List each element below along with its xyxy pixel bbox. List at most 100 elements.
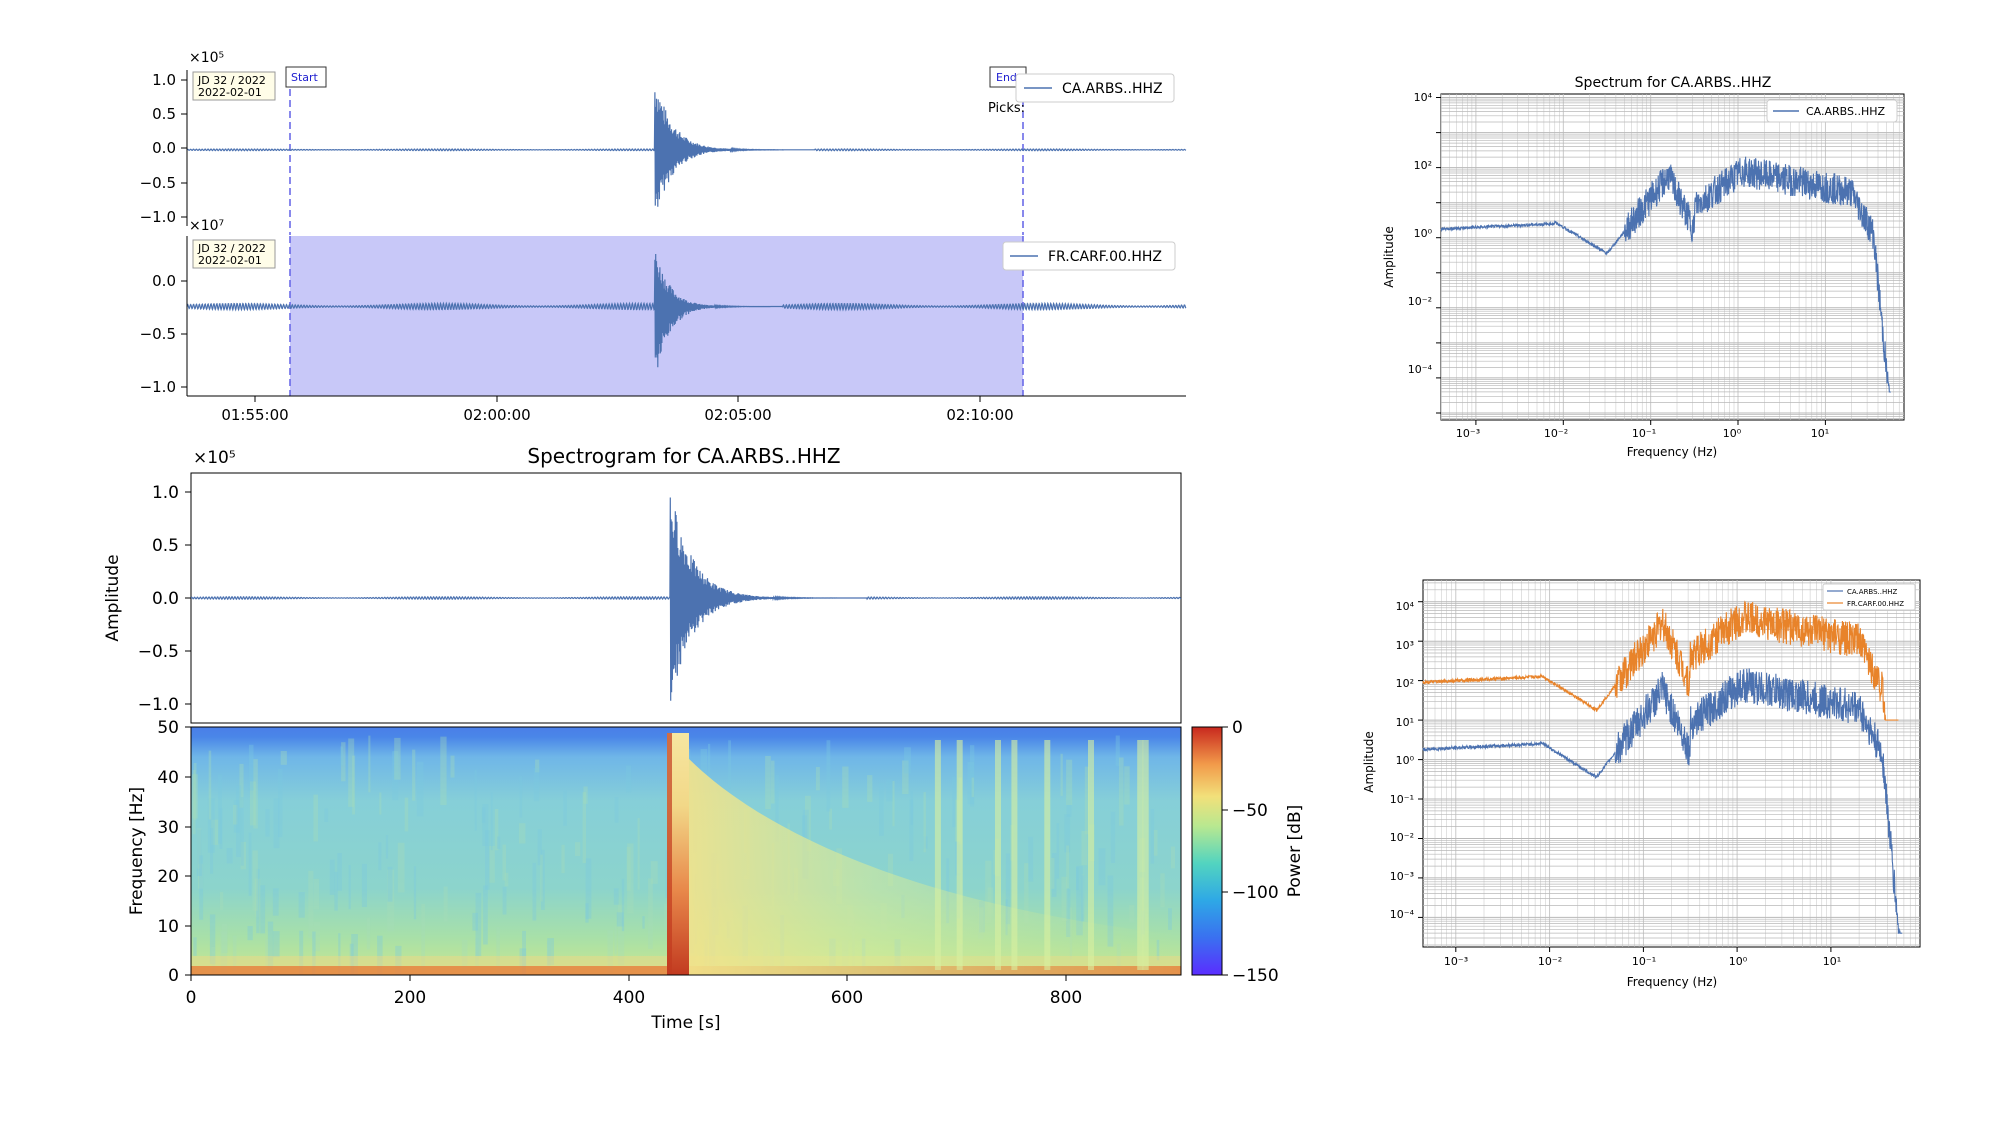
spectrogram-speckle — [504, 872, 509, 887]
ytick-label: 40 — [157, 768, 179, 788]
spectrogram-speckle — [1098, 848, 1106, 886]
waveform-ca-yticks: 1.0 0.5 0.0 −0.5 −1.0 — [140, 71, 187, 226]
spectrogram-speckle — [614, 797, 619, 823]
spectrum-single-ylabel: Amplitude — [1382, 226, 1396, 288]
spectrogram-speckle — [219, 891, 224, 910]
colorbar: 0 −50 −100 −150 Power [dB] — [1191, 718, 1305, 986]
spectrogram-speckle — [378, 842, 382, 871]
waveform-ca-legend: CA.ARBS..HHZ — [1015, 73, 1175, 103]
ytick-label: 10⁻³ — [1390, 870, 1414, 883]
spectrum-title: Spectrum for CA.ARBS..HHZ — [1575, 75, 1772, 91]
spectrogram-bright-band — [995, 740, 1001, 970]
spectrum-single-yticks: 10⁴ 10² 10⁰ 10⁻² 10⁻⁴ — [1408, 91, 1433, 376]
spectrum-single-panel: Spectrum for CA.ARBS..HHZ 10⁻³ 10⁻² 10⁻¹… — [1382, 75, 1905, 459]
spectrogram-speckle — [867, 775, 873, 802]
spectrogram-speckle — [440, 736, 447, 806]
spectrogram-speckle — [387, 866, 393, 902]
spectrogram-speckle — [366, 917, 371, 950]
spectrogram-speckle — [361, 863, 367, 907]
picks-label: Picks: — [988, 101, 1025, 116]
spectrogram-speckle — [563, 790, 567, 826]
spectrogram-speckle — [226, 848, 233, 864]
spectrogram-speckle — [247, 926, 253, 941]
ytick-label: 10⁻⁴ — [1408, 363, 1433, 376]
spectrum-compare-xlabel: Frequency (Hz) — [1627, 975, 1718, 989]
spectrogram-speckle — [329, 859, 335, 895]
spectrogram-speckle — [192, 770, 196, 835]
colorbar-tick-label: −150 — [1232, 966, 1279, 986]
spectrogram-speckle — [240, 797, 244, 866]
colorbar-tick-label: −50 — [1232, 801, 1268, 821]
spectrogram-event-onset — [667, 733, 689, 975]
spectrogram-speckle — [1024, 863, 1029, 923]
spectrogram-speckle — [1150, 808, 1155, 864]
spectrogram-speckle — [540, 854, 543, 902]
spectrogram-speckle — [805, 795, 811, 852]
spectrogram-speckle — [209, 914, 216, 965]
start-marker-label[interactable]: Start — [285, 66, 327, 88]
spectrogram-speckle — [236, 785, 242, 858]
waveform-fr-multiplier: ×10⁷ — [189, 218, 224, 234]
spectrogram-speckle — [210, 828, 214, 874]
spectrogram-bright-bands — [934, 740, 1149, 970]
spectrogram-speckle — [240, 841, 246, 870]
spectrogram-speckle — [1061, 876, 1068, 922]
spectrum-compare-traces — [1422, 600, 1903, 934]
spectrogram-event-onset-edge — [667, 733, 672, 975]
spectrogram-speckle — [192, 774, 198, 819]
spectrum-compare-legend: CA.ARBS..HHZ FR.CARF.00.HHZ — [1822, 583, 1916, 611]
spectrogram-speckle — [533, 767, 540, 802]
spectrogram-speckle — [475, 892, 482, 957]
xtick-label: 02:00:00 — [463, 406, 530, 424]
spectrogram-speckle — [522, 930, 526, 975]
ytick-label: 20 — [157, 867, 179, 887]
legend-label: CA.ARBS..HHZ — [1847, 588, 1898, 596]
spectrogram-speckle — [280, 751, 287, 765]
ytick-label: 10⁻⁴ — [1390, 908, 1415, 921]
spectrogram-speckle — [219, 808, 223, 849]
spectrogram-speckle — [1115, 735, 1120, 767]
xtick-label: 800 — [1050, 988, 1082, 1008]
colorbar-tick-label: −100 — [1232, 883, 1279, 903]
spectrogram-speckle — [193, 763, 197, 821]
ytick-label: 10¹ — [1396, 716, 1414, 729]
spectrogram-speckle — [902, 760, 909, 795]
spectrogram-speckle — [196, 829, 202, 876]
spectrogram-speckle — [313, 921, 320, 952]
start-marker-text: Start — [291, 71, 319, 84]
spectrogram-bright-band — [934, 740, 941, 970]
spectrogram-speckle — [308, 870, 314, 939]
ytick-label: 0 — [168, 966, 179, 986]
spectrum-line — [1422, 668, 1903, 934]
xtick-label: 10⁻² — [1538, 955, 1562, 968]
spectrogram-speckle — [613, 888, 619, 905]
spectrogram-speckle — [1124, 766, 1130, 805]
spectrogram-speckle — [198, 863, 203, 889]
waveform-line — [186, 253, 1187, 368]
spectrogram-speckle — [815, 767, 820, 791]
spectrogram-speckle — [665, 850, 669, 898]
spectrogram-title: Spectrogram for CA.ARBS..HHZ — [527, 444, 840, 468]
spectrogram-speckle — [1081, 831, 1088, 866]
spectrogram-speckle — [379, 792, 382, 815]
spectrogram-speckle — [502, 844, 506, 881]
xtick-label: 600 — [831, 988, 863, 1008]
spectrogram-speckle — [775, 774, 779, 842]
ytick-label: 10 — [157, 917, 179, 937]
ytick-label: 10⁴ — [1414, 91, 1433, 104]
spectrogram-speckle — [1066, 799, 1072, 817]
spectrogram-speckle — [626, 846, 631, 891]
spectrogram-speckle — [267, 921, 274, 971]
spectrogram-speckle — [208, 750, 212, 820]
spectrogram-bright-band — [1088, 740, 1094, 970]
date-box: JD 32 / 2022 2022-02-01 — [192, 239, 276, 269]
spectrogram-speckle — [626, 765, 632, 793]
xtick-label: 10⁻¹ — [1632, 427, 1656, 440]
spectrogram-speckle — [627, 843, 634, 914]
end-marker-text: End — [996, 71, 1017, 84]
ytick-label: 10⁰ — [1414, 227, 1433, 240]
spectrogram-waveform-panel: Spectrogram for CA.ARBS..HHZ ×10⁵ 1.0 0.… — [103, 444, 1182, 724]
spectrogram-speckle — [272, 931, 280, 958]
spectrogram-speckle — [352, 755, 356, 815]
